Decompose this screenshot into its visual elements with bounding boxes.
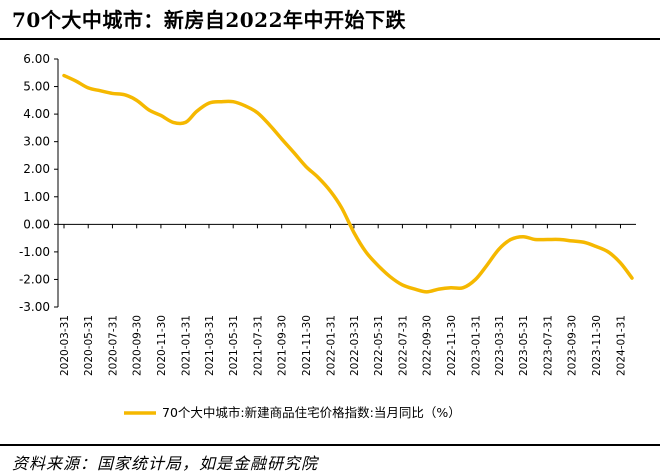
x-tick-label: 2020-07-31 xyxy=(107,315,119,376)
x-tick-label: 2022-07-31 xyxy=(397,315,409,376)
x-tick-label: 2021-07-31 xyxy=(252,315,264,376)
x-tick-label: 2021-05-31 xyxy=(228,315,240,376)
y-tick-label: -1.00 xyxy=(19,245,50,259)
legend: 70个大中城市:新建商品住宅价格指数:当月同比（%） xyxy=(124,405,461,420)
x-tick-label: 2022-01-31 xyxy=(326,315,338,376)
x-tick-label: 2023-11-30 xyxy=(591,315,603,376)
y-tick-label: 1.00 xyxy=(23,190,50,204)
x-tick-label: 2024-01-31 xyxy=(615,315,627,376)
bottom-rule xyxy=(0,444,660,446)
y-tick-label: 6.00 xyxy=(23,52,50,66)
y-tick-label: 3.00 xyxy=(23,135,50,149)
x-tick-label: 2023-09-30 xyxy=(567,315,579,376)
x-tick-label: 2023-07-31 xyxy=(542,315,554,376)
series-line xyxy=(62,73,634,294)
x-tick-label: 2020-03-31 xyxy=(59,315,71,376)
legend-label: 70个大中城市:新建商品住宅价格指数:当月同比（%） xyxy=(162,405,461,420)
x-tick-label: 2022-09-30 xyxy=(422,315,434,376)
line-chart: 6.00 5.00 4.00 3.00 2.00 1.00 0.00 -1.00 -2.00 -3… xyxy=(19,52,636,420)
x-tick-label: 2022-11-30 xyxy=(446,315,458,376)
x-tick-label: 2022-03-31 xyxy=(349,315,361,376)
x-tick-label: 2020-11-30 xyxy=(156,315,168,376)
y-axis: 6.00 5.00 4.00 3.00 2.00 1.00 0.00 -1.00 -2.00 -3… xyxy=(19,52,59,314)
page-title: 70个大中城市：新房自2022年中开始下跌 xyxy=(12,8,406,32)
x-tick-label: 2021-01-31 xyxy=(181,315,193,376)
x-tick-label: 2023-03-31 xyxy=(494,315,506,376)
x-tick-label: 2021-11-30 xyxy=(301,315,313,376)
x-tick-label: 2021-09-30 xyxy=(277,315,289,376)
x-tick-label: 2021-03-31 xyxy=(204,315,216,376)
x-axis: 2020-03-31 2020-05-31 2020-07-31 2020-09-30… xyxy=(58,223,636,376)
source-note: 资料来源：国家统计局，如是金融研究院 xyxy=(12,454,319,473)
y-tick-label: 5.00 xyxy=(23,80,50,94)
series-layer xyxy=(62,73,634,294)
x-tick-label: 2023-01-31 xyxy=(471,315,483,376)
y-tick-label: 0.00 xyxy=(23,217,50,231)
y-tick-label: 4.00 xyxy=(23,107,50,121)
top-rule xyxy=(0,38,660,40)
x-tick-label: 2020-09-30 xyxy=(132,315,144,376)
y-tick-label: 2.00 xyxy=(23,162,50,176)
x-tick-label: 2022-05-31 xyxy=(373,315,385,376)
x-tick-label: 2020-05-31 xyxy=(83,315,95,376)
y-tick-label: -3.00 xyxy=(19,300,50,314)
x-tick-label: 2023-05-31 xyxy=(518,315,530,376)
y-tick-label: -2.00 xyxy=(19,272,50,286)
